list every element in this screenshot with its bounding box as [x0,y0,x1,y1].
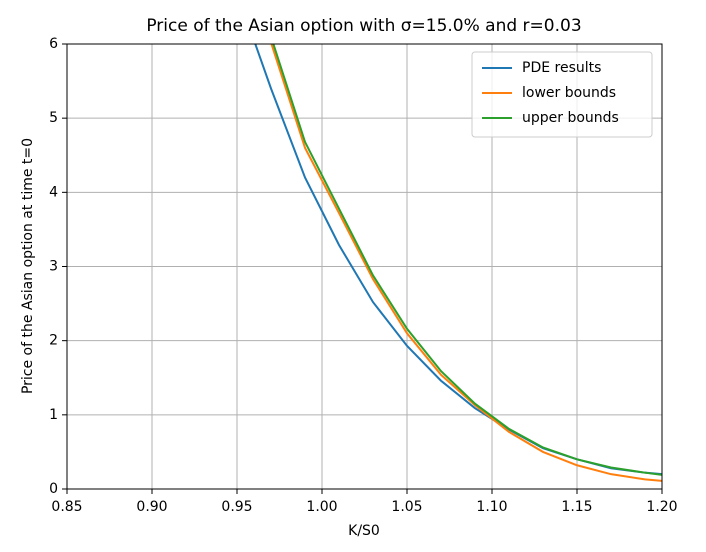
ticks: 0.85 0.90 0.95 1.00 1.05 1.10 1.15 1.20 0 1 2 3 4 5 6 [49,36,678,515]
plot-area [254,44,662,482]
legend-box [471,51,653,138]
y-tick-label: 6 [49,36,58,52]
legend: PDE results lower bounds upper bounds [471,51,653,138]
legend-label: lower bounds [522,85,616,101]
x-tick-label: 1.20 [646,499,677,515]
x-tick-label: 0.95 [221,499,252,515]
x-axis-label: K/S0 [348,523,380,539]
y-tick-label: 1 [49,407,58,423]
y-tick-label: 2 [49,333,58,349]
legend-label: PDE results [522,60,601,76]
data-line [270,44,662,482]
y-tick-label: 0 [49,481,58,497]
y-tick-label: 4 [49,184,58,200]
chart-title: Price of the Asian option with σ=15.0% a… [146,16,581,36]
x-tick-label: 0.90 [136,499,167,515]
x-tick-label: 1.15 [561,499,592,515]
x-tick-label: 1.05 [391,499,422,515]
x-tick-label: 0.85 [51,499,82,515]
y-tick-label: 5 [49,110,58,126]
x-tick-label: 1.10 [476,499,507,515]
data-line [272,44,662,476]
legend-label: upper bounds [522,110,619,126]
y-tick-label: 3 [49,259,58,275]
x-tick-label: 1.00 [306,499,337,515]
y-axis-label: Price of the Asian option at time t=0 [20,138,36,394]
